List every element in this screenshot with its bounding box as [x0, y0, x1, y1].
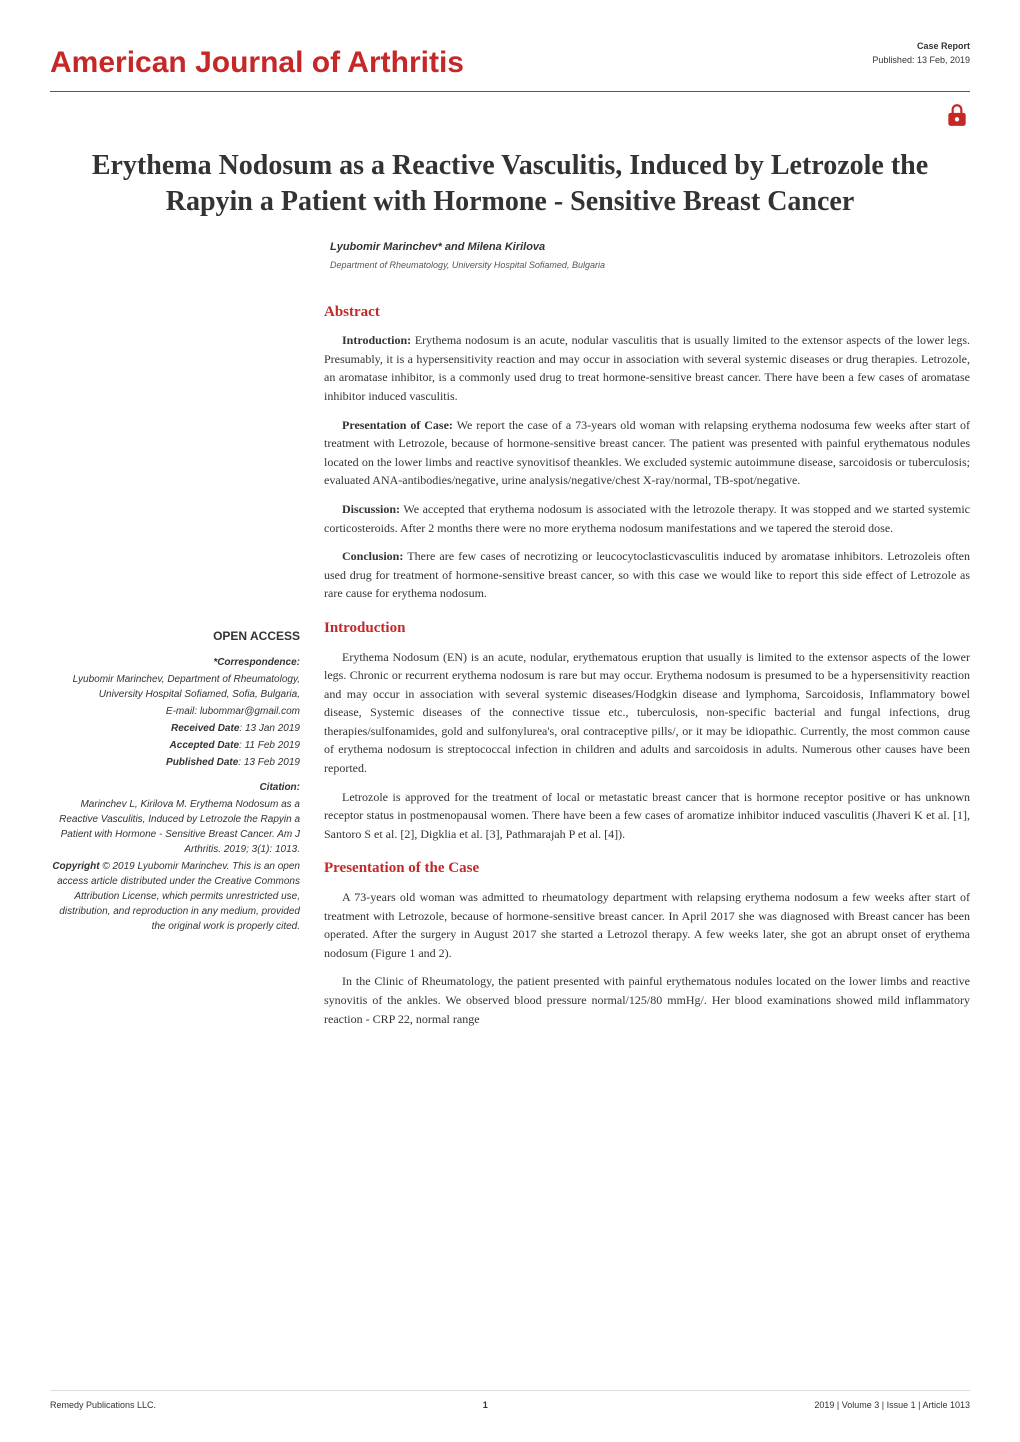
- received-value: : 13 Jan 2019: [239, 723, 300, 734]
- introduction-heading: Introduction: [324, 617, 970, 640]
- copyright-label: Copyright: [52, 861, 99, 872]
- case-type: Case Report: [872, 40, 970, 54]
- introduction-p2: Letrozole is approved for the treatment …: [324, 788, 970, 844]
- footer-page-number: 1: [483, 1399, 488, 1413]
- header: American Journal of Arthritis Case Repor…: [50, 40, 970, 85]
- case-label: Presentation of Case:: [342, 418, 453, 432]
- received-date: Received Date: 13 Jan 2019: [50, 721, 300, 736]
- intro-label: Introduction:: [342, 333, 411, 347]
- intro-text: Erythema nodosum is an acute, nodular va…: [324, 333, 970, 403]
- correspondence-text: Lyubomir Marinchev, Department of Rheuma…: [50, 672, 300, 702]
- conc-label: Conclusion:: [342, 549, 403, 563]
- disc-text: We accepted that erythema nodosum is ass…: [324, 502, 970, 535]
- conc-text: There are few cases of necrotizing or le…: [324, 549, 970, 600]
- article-title: Erythema Nodosum as a Reactive Vasculiti…: [50, 148, 970, 221]
- accepted-label: Accepted Date: [170, 740, 239, 751]
- correspondence-label: *Correspondence:: [50, 655, 300, 670]
- presentation-p1: A 73-years old woman was admitted to rhe…: [324, 888, 970, 962]
- abstract-discussion: Discussion: We accepted that erythema no…: [324, 500, 970, 537]
- abstract-intro: Introduction: Erythema nodosum is an acu…: [324, 331, 970, 405]
- affiliation: Department of Rheumatology, University H…: [330, 259, 970, 273]
- copyright-block: Copyright © 2019 Lyubomir Marinchev. Thi…: [50, 859, 300, 934]
- footer: Remedy Publications LLC. 1 2019 | Volume…: [50, 1390, 970, 1413]
- open-access-icon: [50, 102, 970, 128]
- sidebar: OPEN ACCESS *Correspondence: Lyubomir Ma…: [50, 287, 300, 1038]
- main-column: Abstract Introduction: Erythema nodosum …: [324, 287, 970, 1038]
- journal-title: American Journal of Arthritis: [50, 40, 464, 85]
- abstract-case: Presentation of Case: We report the case…: [324, 416, 970, 490]
- published-line: Published: 13 Feb, 2019: [872, 54, 970, 68]
- copyright-year: © 2019 Lyubomir Marinchev.: [100, 861, 233, 872]
- introduction-p1: Erythema Nodosum (EN) is an acute, nodul…: [324, 648, 970, 778]
- citation-label: Citation:: [50, 780, 300, 795]
- published-value: : 13 Feb 2019: [238, 757, 300, 768]
- presentation-heading: Presentation of the Case: [324, 857, 970, 880]
- footer-right: 2019 | Volume 3 | Issue 1 | Article 1013: [814, 1399, 970, 1413]
- citation-text: Marinchev L, Kirilova M. Erythema Nodosu…: [50, 797, 300, 857]
- correspondence-email: E-mail: lubommar@gmail.com: [50, 704, 300, 719]
- header-rule: [50, 91, 970, 92]
- authors: Lyubomir Marinchev* and Milena Kirilova: [330, 239, 970, 256]
- presentation-p2: In the Clinic of Rheumatology, the patie…: [324, 972, 970, 1028]
- disc-label: Discussion:: [342, 502, 400, 516]
- main-content: OPEN ACCESS *Correspondence: Lyubomir Ma…: [50, 287, 970, 1038]
- abstract-heading: Abstract: [324, 301, 970, 324]
- accepted-value: : 11 Feb 2019: [239, 740, 300, 751]
- published-date: Published Date: 13 Feb 2019: [50, 755, 300, 770]
- abstract-conclusion: Conclusion: There are few cases of necro…: [324, 547, 970, 603]
- footer-left: Remedy Publications LLC.: [50, 1399, 156, 1413]
- published-label: Published Date: [166, 757, 238, 768]
- received-label: Received Date: [171, 723, 239, 734]
- header-meta: Case Report Published: 13 Feb, 2019: [872, 40, 970, 67]
- accepted-date: Accepted Date: 11 Feb 2019: [50, 738, 300, 753]
- open-access-label: OPEN ACCESS: [50, 627, 300, 645]
